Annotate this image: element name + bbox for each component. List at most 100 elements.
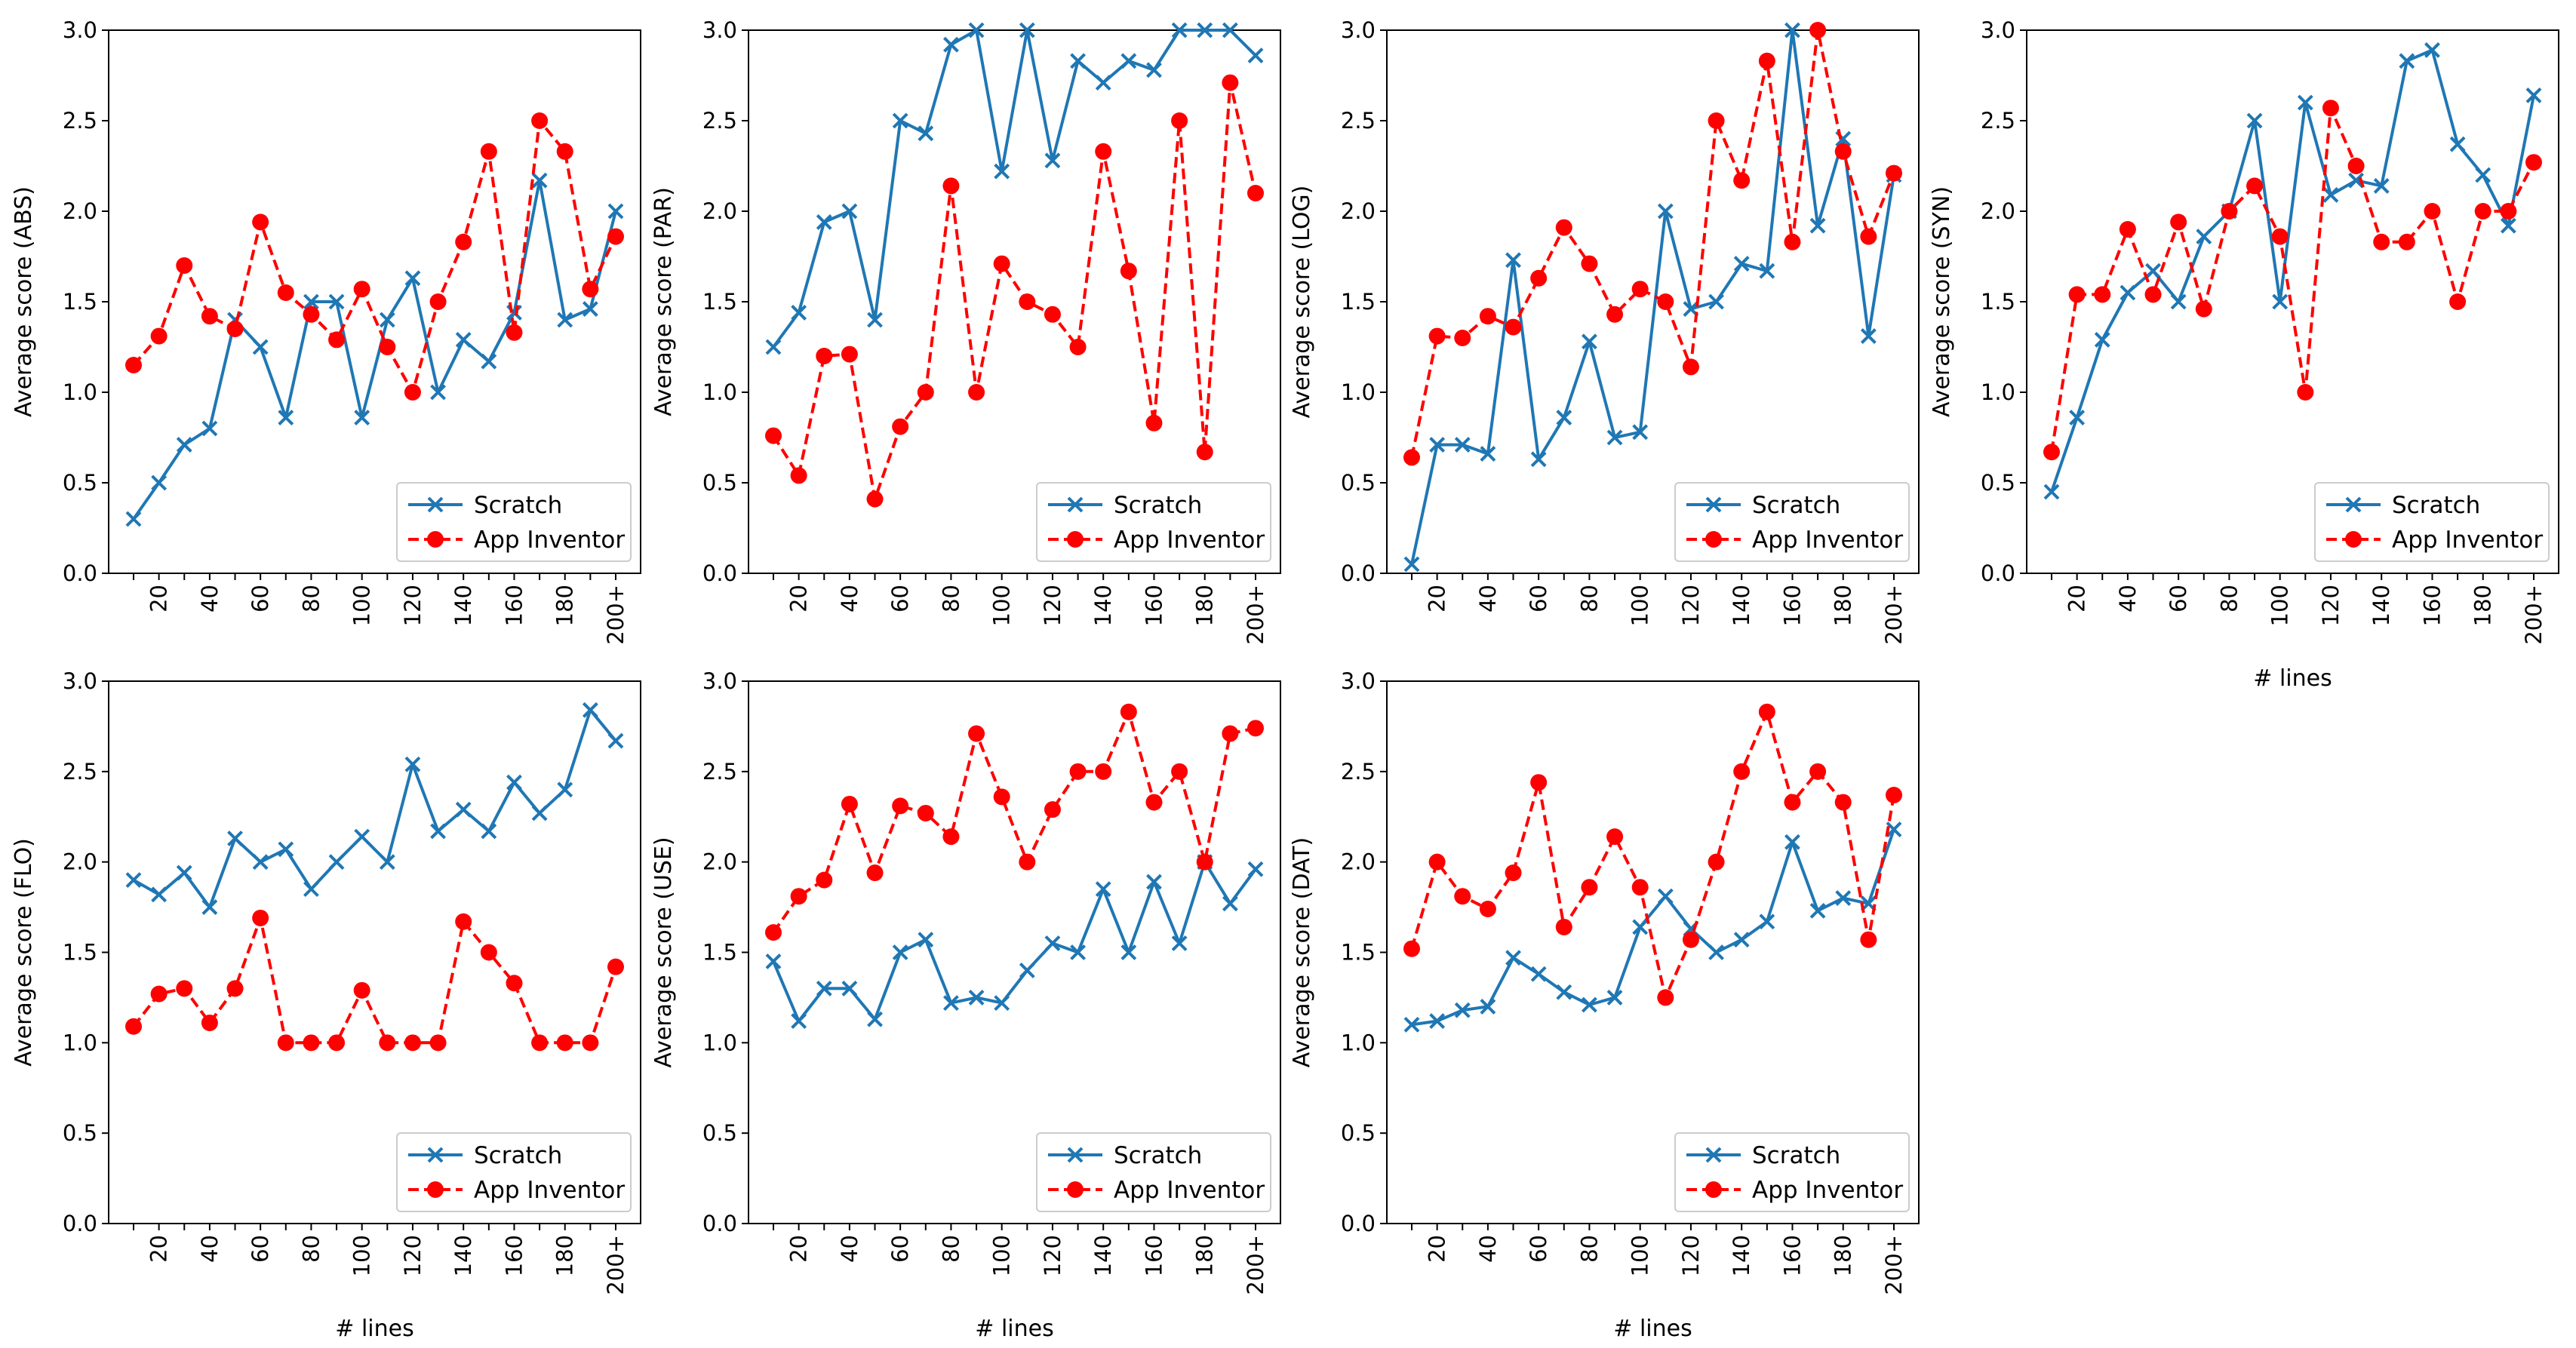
x-tick-label: 160 bbox=[2419, 585, 2445, 626]
x-tick-label: 140 bbox=[1090, 585, 1116, 626]
data-point-app-inventor bbox=[404, 384, 421, 401]
y-tick-label: 0.5 bbox=[1981, 470, 2015, 496]
data-point-scratch bbox=[918, 932, 934, 948]
data-point-app-inventor bbox=[1454, 330, 1471, 346]
data-point-app-inventor bbox=[2449, 293, 2467, 310]
data-point-app-inventor bbox=[1019, 853, 1036, 871]
x-tick-label: 40 bbox=[197, 1235, 223, 1263]
data-point-app-inventor bbox=[2068, 286, 2086, 303]
chart-panel-abs: 0.0 0.5 1.0 1.5 2.0 2.5 3.0 20 40 60 80 100 120 140 16… bbox=[11, 17, 641, 645]
data-point-scratch bbox=[2145, 263, 2161, 279]
data-point-app-inventor bbox=[2500, 203, 2517, 220]
data-point-scratch bbox=[1222, 22, 1238, 38]
data-point-scratch bbox=[867, 1011, 883, 1027]
x-tick-label: 120 bbox=[1040, 585, 1065, 626]
y-tick-label: 1.5 bbox=[702, 940, 737, 966]
legend-marker-app-inventor bbox=[1705, 531, 1722, 548]
data-point-app-inventor bbox=[1555, 219, 1572, 236]
x-tick-label: 40 bbox=[2115, 585, 2141, 613]
y-tick-label: 0.5 bbox=[702, 470, 737, 496]
data-point-scratch bbox=[1044, 935, 1061, 951]
legend-label-scratch: Scratch bbox=[474, 1142, 562, 1169]
data-point-scratch bbox=[354, 410, 370, 426]
legend-label-scratch: Scratch bbox=[474, 492, 562, 519]
x-tick-label: 140 bbox=[2369, 585, 2394, 626]
legend: Scratch App Inventor bbox=[396, 1132, 632, 1212]
x-tick-label: 120 bbox=[1040, 1235, 1065, 1276]
data-point-scratch bbox=[1657, 203, 1674, 220]
chart-panel-use: 0.0 0.5 1.0 1.5 2.0 2.5 3.0 20 40 60 80 100 120 140 16… bbox=[650, 668, 1281, 1342]
x-tick-label: 120 bbox=[1678, 1235, 1704, 1276]
x-tick-label: 200+ bbox=[603, 585, 629, 645]
data-point-app-inventor bbox=[1733, 763, 1751, 780]
data-point-app-inventor bbox=[1120, 703, 1137, 720]
data-point-app-inventor bbox=[176, 980, 193, 997]
x-tick-label: 180 bbox=[2470, 585, 2496, 626]
data-point-scratch bbox=[791, 304, 807, 321]
data-point-scratch bbox=[252, 339, 269, 355]
data-point-scratch bbox=[379, 854, 395, 871]
data-point-app-inventor bbox=[942, 177, 960, 195]
data-point-scratch bbox=[1708, 944, 1724, 960]
data-point-app-inventor bbox=[1758, 52, 1775, 69]
data-point-app-inventor bbox=[1784, 794, 1801, 811]
data-point-scratch bbox=[176, 864, 192, 881]
data-point-scratch bbox=[1197, 22, 1213, 38]
x-tick-label: 60 bbox=[887, 1235, 913, 1263]
x-tick-label: 100 bbox=[2267, 585, 2293, 626]
y-tick-label: 2.5 bbox=[1341, 759, 1376, 785]
y-tick-label: 0.5 bbox=[1341, 470, 1376, 496]
data-point-scratch bbox=[841, 981, 858, 996]
data-point-scratch bbox=[1171, 22, 1188, 38]
data-point-scratch bbox=[201, 899, 218, 915]
data-point-app-inventor bbox=[1733, 172, 1751, 189]
data-point-app-inventor bbox=[1247, 185, 1264, 201]
data-point-scratch bbox=[481, 823, 497, 840]
data-point-app-inventor bbox=[1708, 853, 1725, 871]
data-point-scratch bbox=[506, 774, 522, 791]
data-point-app-inventor bbox=[303, 1034, 320, 1052]
x-tick-label: 60 bbox=[887, 585, 913, 613]
x-tick-label: 160 bbox=[501, 1235, 527, 1276]
data-point-scratch bbox=[1505, 252, 1521, 269]
data-point-app-inventor bbox=[2043, 444, 2060, 461]
data-point-app-inventor bbox=[2119, 221, 2136, 238]
data-point-app-inventor bbox=[556, 1034, 573, 1052]
x-tick-label: 200+ bbox=[1881, 1235, 1907, 1295]
data-point-app-inventor bbox=[506, 975, 523, 992]
data-point-app-inventor bbox=[841, 795, 858, 812]
data-point-scratch bbox=[1019, 22, 1035, 38]
x-tick-label: 180 bbox=[1192, 1235, 1218, 1276]
series-line-app-inventor bbox=[2050, 106, 2535, 453]
data-point-scratch bbox=[1708, 293, 1724, 310]
x-tick-label: 180 bbox=[552, 1235, 578, 1276]
data-point-app-inventor bbox=[1095, 763, 1112, 780]
data-point-scratch bbox=[2525, 87, 2542, 103]
legend-marker-app-inventor bbox=[1705, 1181, 1722, 1198]
data-point-scratch bbox=[404, 270, 421, 287]
y-tick-label: 0.0 bbox=[63, 560, 97, 586]
y-tick-label: 0.0 bbox=[702, 1211, 737, 1236]
data-point-scratch bbox=[1784, 834, 1800, 850]
data-point-app-inventor bbox=[379, 339, 396, 355]
data-point-app-inventor bbox=[993, 255, 1010, 272]
data-point-app-inventor bbox=[2170, 213, 2187, 231]
data-point-scratch bbox=[2500, 217, 2516, 234]
legend-label-app-inventor: App Inventor bbox=[1752, 1177, 1903, 1204]
data-point-app-inventor bbox=[917, 384, 934, 401]
data-point-scratch bbox=[430, 823, 446, 840]
legend-marker-app-inventor bbox=[1067, 1181, 1084, 1198]
x-tick-label: 160 bbox=[1141, 585, 1167, 626]
data-point-scratch bbox=[841, 203, 858, 220]
data-point-app-inventor bbox=[816, 871, 833, 889]
data-point-app-inventor bbox=[480, 944, 497, 961]
x-tick-label: 120 bbox=[2318, 585, 2344, 626]
data-point-app-inventor bbox=[866, 864, 884, 882]
legend-marker-scratch bbox=[1705, 1147, 1722, 1163]
y-axis-label: Average score (ABS) bbox=[11, 186, 37, 417]
y-tick-label: 2.0 bbox=[63, 198, 97, 224]
data-point-app-inventor bbox=[1222, 74, 1239, 91]
data-point-scratch bbox=[2272, 293, 2289, 310]
data-point-app-inventor bbox=[968, 725, 985, 742]
data-point-app-inventor bbox=[2297, 384, 2314, 401]
